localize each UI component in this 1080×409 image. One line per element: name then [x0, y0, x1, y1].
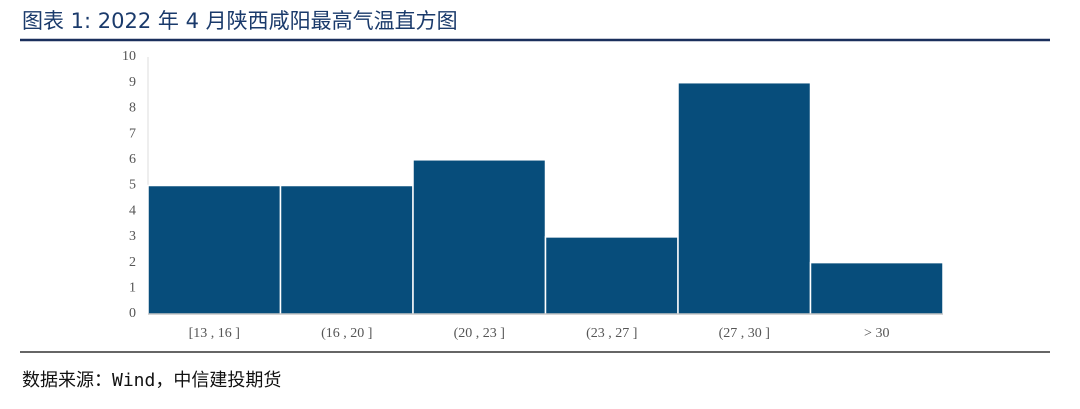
- bar: [677, 81, 812, 315]
- y-tick-label: 6: [129, 152, 136, 167]
- y-tick-label: 5: [129, 178, 136, 193]
- chart-title: 图表 1: 2022 年 4 月陕西咸阳最高气温直方图: [22, 9, 458, 33]
- x-tick-label: (27 , 30 ]: [719, 326, 770, 341]
- y-tick-label: 7: [129, 126, 136, 141]
- source: 数据来源：Wind，中信建投期货: [22, 370, 281, 391]
- x-tick-label: (16 , 20 ]: [321, 326, 372, 341]
- x-tick-label: [13 , 16 ]: [189, 326, 240, 341]
- y-tick-label: 8: [129, 101, 136, 116]
- bar: [147, 184, 282, 315]
- bar: [544, 236, 679, 315]
- y-tick-label: 9: [129, 75, 136, 90]
- x-tick-label: > 30: [864, 326, 889, 341]
- x-tick-label: (23 , 27 ]: [586, 326, 637, 341]
- y-tick-label: 3: [129, 229, 136, 244]
- y-tick-label: 2: [129, 255, 136, 270]
- y-tick-label: 4: [129, 203, 136, 218]
- bar: [279, 184, 414, 315]
- y-tick-label: 10: [122, 49, 136, 64]
- bar: [412, 159, 547, 315]
- x-tick-label: (20 , 23 ]: [454, 326, 505, 341]
- y-tick-label: 1: [129, 281, 136, 296]
- bar: [809, 261, 944, 315]
- y-tick-label: 0: [129, 306, 136, 321]
